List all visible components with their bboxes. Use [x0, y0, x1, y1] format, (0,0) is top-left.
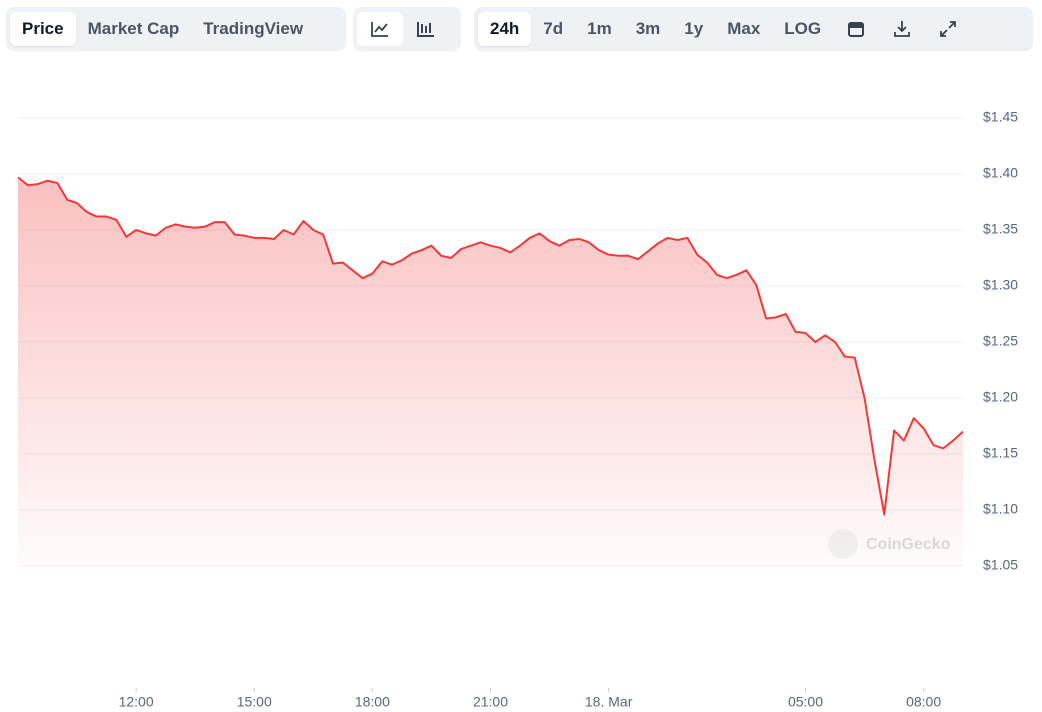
line-icon — [371, 22, 388, 37]
tab-button[interactable]: TradingView — [203, 19, 304, 38]
line-chart-button[interactable] — [357, 12, 403, 46]
y-tick-label: $1.05 — [983, 557, 1018, 573]
watermark-text: CoinGecko — [866, 536, 951, 553]
range-button[interactable]: LOG — [784, 19, 822, 38]
watermark-logo — [828, 529, 858, 559]
icon — [894, 21, 911, 37]
x-tick-label: 18. Mar — [585, 694, 633, 710]
icon — [940, 21, 957, 37]
y-tick-label: $1.25 — [983, 333, 1018, 349]
icon — [848, 22, 865, 37]
y-tick-label: $1.20 — [983, 389, 1018, 405]
x-tick-label: 08:00 — [906, 694, 941, 710]
x-tick-label: 21:00 — [473, 694, 508, 710]
x-tick-label: 18:00 — [355, 694, 390, 710]
area-fill — [18, 177, 963, 567]
range-tabs: 24h 7d 1m 3m 1y Max LOG — [474, 7, 1033, 51]
calendar-button[interactable] — [833, 12, 879, 46]
x-tick-label: 12:00 — [119, 694, 154, 710]
candle-icon — [417, 22, 434, 37]
watermark: CoinGecko — [828, 529, 951, 559]
chart-type-toggle — [353, 7, 461, 51]
range-button[interactable]: 1m — [587, 19, 612, 38]
fullscreen-button[interactable] — [925, 12, 971, 46]
y-tick-label: $1.10 — [983, 501, 1018, 517]
range-button[interactable]: 24h — [478, 12, 532, 46]
range-button[interactable]: Max — [727, 19, 761, 38]
y-tick-label: $1.30 — [983, 277, 1018, 293]
x-tick-label: 05:00 — [788, 694, 823, 710]
tab-button[interactable]: Market Cap — [87, 19, 180, 38]
y-tick-label: $1.35 — [983, 221, 1018, 237]
candle-chart-button[interactable] — [403, 12, 449, 46]
tab-button[interactable]: Price — [10, 12, 76, 46]
range-button[interactable]: 3m — [635, 19, 661, 38]
view-tabs: Price Market Cap TradingView — [6, 7, 346, 51]
range-button[interactable]: 1y — [684, 19, 704, 38]
x-tick-label: 15:00 — [237, 694, 272, 710]
y-tick-label: $1.45 — [983, 109, 1018, 125]
y-tick-label: $1.40 — [983, 165, 1018, 181]
price-line — [17, 176, 964, 516]
download-button[interactable] — [879, 12, 925, 46]
range-button[interactable]: 7d — [543, 19, 564, 38]
y-tick-label: $1.15 — [983, 445, 1018, 461]
